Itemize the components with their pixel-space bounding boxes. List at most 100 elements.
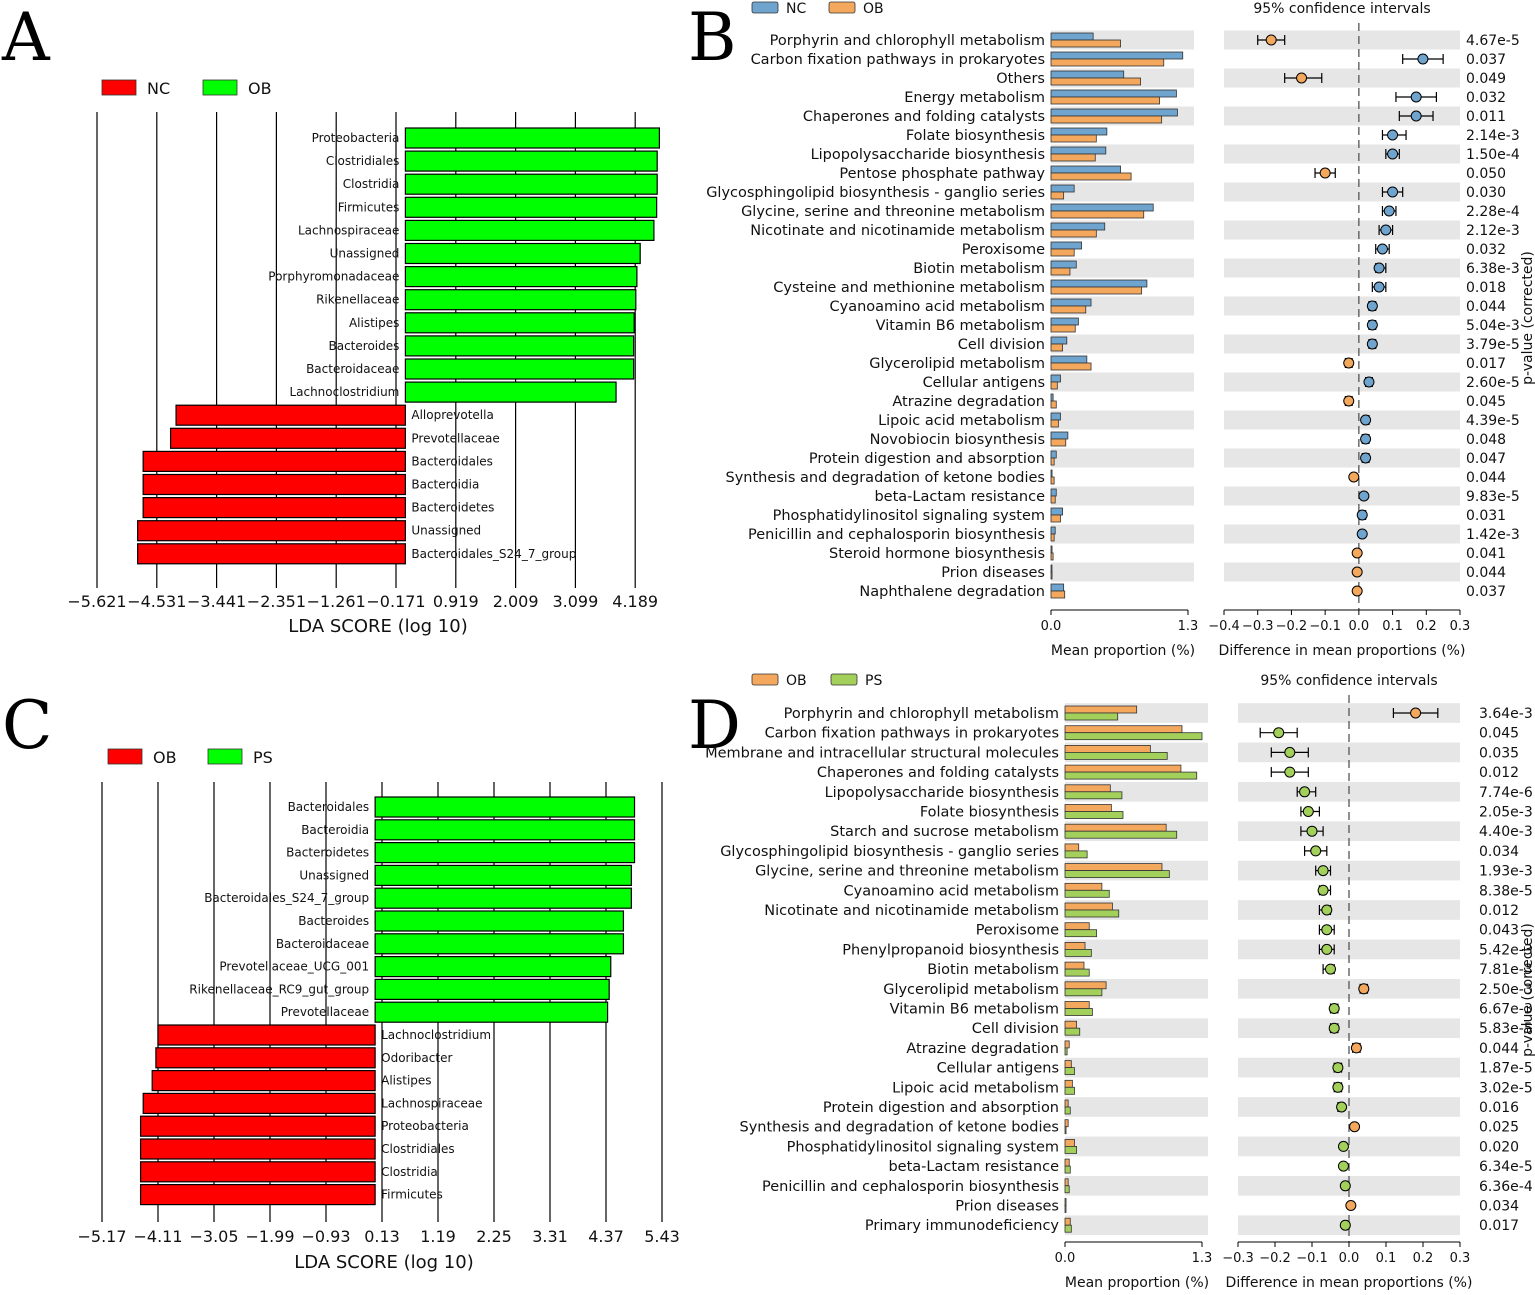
lda-bar-label: Lachnospiraceae bbox=[381, 1096, 482, 1110]
difference-point bbox=[1296, 72, 1308, 84]
difference-point bbox=[1299, 786, 1311, 798]
mean-bar-b bbox=[1064, 1126, 1067, 1135]
row-stripe bbox=[1065, 1215, 1208, 1236]
lda-bar bbox=[404, 335, 635, 357]
mean-bar-b bbox=[1064, 1165, 1071, 1174]
lda-bar-label: Alistipes bbox=[349, 316, 399, 330]
lda-bar-label: Prevotellaceae_UCG_001 bbox=[219, 960, 369, 974]
feature-label: Penicillin and cephalosporin biosynthesi… bbox=[748, 527, 1045, 543]
row-stripe bbox=[1238, 1136, 1460, 1157]
right-axis-title: Difference in mean proportions (%) bbox=[1226, 1275, 1473, 1291]
p-value-text: 1.87e-5 bbox=[1479, 1061, 1533, 1077]
p-value-text: 0.032 bbox=[1466, 90, 1506, 106]
mean-bar-b bbox=[1050, 514, 1061, 523]
p-value-text: 0.017 bbox=[1479, 1218, 1519, 1234]
p-value-text: 6.67e-3 bbox=[1479, 1002, 1533, 1018]
p-value-text: 4.39e-5 bbox=[1466, 413, 1520, 429]
p-value-text: 3.79e-5 bbox=[1466, 337, 1520, 353]
lda-bar bbox=[139, 1161, 376, 1183]
mean-bar-a bbox=[1064, 1178, 1069, 1187]
mean-bar-b bbox=[1064, 1224, 1072, 1233]
x-axis-title: LDA SCORE (log 10) bbox=[288, 616, 467, 637]
feature-label: Folate biosynthesis bbox=[906, 128, 1045, 144]
mean-bar-b bbox=[1064, 929, 1098, 938]
mean-bar-b bbox=[1050, 495, 1056, 504]
mean-bar-b bbox=[1050, 229, 1097, 238]
x-tick-label: 0.13 bbox=[364, 1227, 400, 1246]
left-axis-title: Mean proportion (%) bbox=[1051, 643, 1195, 659]
feature-label: Penicillin and cephalosporin biosynthesi… bbox=[762, 1179, 1059, 1195]
difference-point bbox=[1345, 1200, 1357, 1211]
mean-bar-b bbox=[1064, 1106, 1071, 1115]
mean-bar-a bbox=[1064, 1001, 1090, 1009]
difference-point bbox=[1321, 904, 1333, 916]
row-stripe bbox=[1065, 1097, 1208, 1117]
mean-bar-b bbox=[1050, 210, 1145, 219]
lda-bar bbox=[175, 404, 406, 426]
lda-bar bbox=[169, 427, 406, 449]
mean-bar-a bbox=[1050, 203, 1154, 212]
lda-bar bbox=[142, 450, 406, 472]
p-value-text: 0.044 bbox=[1466, 470, 1506, 486]
right-tick-label: −0.2 bbox=[1276, 619, 1308, 634]
mean-bar-a bbox=[1050, 165, 1121, 174]
left-axis-title: Mean proportion (%) bbox=[1065, 1275, 1209, 1291]
lda-bar bbox=[139, 1115, 376, 1137]
row-stripe bbox=[1224, 182, 1460, 202]
difference-point bbox=[1337, 1140, 1349, 1152]
mean-bar-b bbox=[1050, 457, 1055, 466]
feature-label: Cyanoamino acid metabolism bbox=[844, 883, 1060, 899]
p-value-text: 2.14e-3 bbox=[1466, 128, 1520, 144]
lda-bar bbox=[155, 1047, 376, 1069]
legend-label-nc: NC bbox=[147, 79, 170, 98]
p-value-text: 0.011 bbox=[1466, 109, 1506, 125]
difference-point bbox=[1273, 727, 1285, 739]
feature-label: Porphyrin and chlorophyll metabolism bbox=[784, 706, 1059, 722]
mean-bar-a bbox=[1050, 526, 1056, 535]
mean-bar-b bbox=[1064, 1205, 1067, 1213]
feature-label: Peroxisome bbox=[962, 242, 1045, 258]
lda-bar-label: Bacteroidales_S24_7_group bbox=[411, 547, 576, 561]
p-value-text: 0.043 bbox=[1479, 923, 1519, 939]
feature-label: Glycine, serine and threonine metabolism bbox=[741, 204, 1045, 220]
mean-bar-b bbox=[1050, 248, 1075, 257]
mean-bar-a bbox=[1064, 1119, 1069, 1128]
row-stripe bbox=[1224, 68, 1460, 88]
mean-bar-a bbox=[1050, 298, 1092, 307]
p-value-text: 6.36e-4 bbox=[1479, 1179, 1533, 1195]
difference-point bbox=[1376, 243, 1388, 255]
difference-point bbox=[1351, 585, 1363, 597]
p-value-text: 7.74e-6 bbox=[1479, 785, 1533, 801]
lda-bar-label: Bacteroides bbox=[329, 339, 400, 353]
right-tick-label: −0.3 bbox=[1222, 1251, 1254, 1266]
difference-point bbox=[1366, 300, 1378, 312]
x-tick-label: −0.171 bbox=[366, 592, 425, 611]
feature-label: Prion diseases bbox=[955, 1199, 1059, 1215]
difference-point bbox=[1339, 1219, 1351, 1231]
lda-bar-label: Clostridia bbox=[343, 177, 400, 191]
lda-bar bbox=[374, 955, 612, 978]
lda-bar bbox=[374, 1001, 609, 1023]
lda-bar-label: Bacteroidaceae bbox=[306, 362, 399, 376]
mean-bar-b bbox=[1050, 267, 1071, 276]
feature-label: Phosphatidylinositol signaling system bbox=[773, 508, 1045, 524]
p-value-text: 3.02e-5 bbox=[1479, 1080, 1533, 1096]
lda-bar bbox=[374, 796, 636, 818]
mean-bar-b bbox=[1064, 771, 1198, 780]
feature-label: Biotin metabolism bbox=[927, 962, 1059, 978]
feature-label: Nicotinate and nicotinamide metabolism bbox=[750, 223, 1045, 239]
lda-bar bbox=[404, 127, 660, 149]
difference-point bbox=[1310, 845, 1322, 857]
row-stripe bbox=[1224, 30, 1460, 50]
x-tick-label: 2.009 bbox=[493, 592, 539, 611]
feature-label: Phosphatidylinositol signaling system bbox=[787, 1139, 1059, 1155]
mean-bar-a bbox=[1050, 279, 1148, 288]
lda-bar bbox=[374, 910, 625, 932]
feature-label: Carbon fixation pathways in prokaryotes bbox=[751, 52, 1045, 68]
legend-label-ps: PS bbox=[253, 748, 273, 767]
mean-bar-a bbox=[1050, 336, 1068, 345]
p-value-text: 0.020 bbox=[1479, 1139, 1519, 1155]
row-stripe bbox=[1051, 372, 1194, 392]
mean-bar-b bbox=[1064, 791, 1123, 800]
row-stripe bbox=[1051, 486, 1194, 506]
